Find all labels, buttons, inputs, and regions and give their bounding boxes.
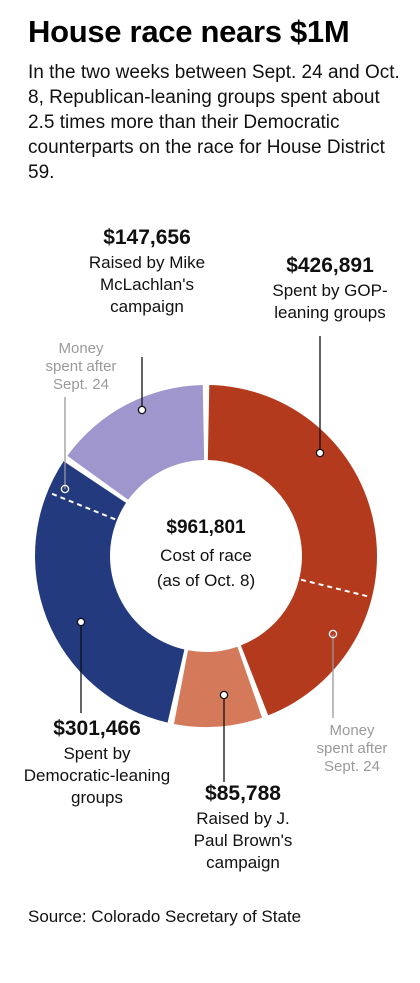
label-gop-text: Spent by GOP-leaning groups <box>272 281 388 322</box>
leader-dot-note-left <box>60 484 70 494</box>
slice-mclachlan <box>67 385 205 500</box>
label-brown-text: Raised by J. Paul Brown's campaign <box>193 809 293 872</box>
label-brown-amount: $85,788 <box>205 782 281 805</box>
label-mclachlan-amount: $147,656 <box>103 226 191 249</box>
headline: House race nears $1M <box>28 14 350 49</box>
source-note: Source: Colorado Secretary of State <box>28 907 302 926</box>
leader-dot-dem <box>76 617 86 627</box>
label-mclachlan: $147,656 Raised by Mike McLachlan's camp… <box>72 224 222 318</box>
center-label-line1: Cost of race <box>160 546 252 565</box>
leader-dot-brown <box>219 690 229 700</box>
center-amount: $961,801 <box>166 517 246 538</box>
note-left: Money spent after Sept. 24 <box>45 340 117 393</box>
label-dem: $301,466 Spent by Democratic-leaning gro… <box>22 715 172 809</box>
label-mclachlan-text: Raised by Mike McLachlan's campaign <box>88 253 206 316</box>
note-right: Money spent after Sept. 24 <box>316 722 388 775</box>
label-gop-amount: $426,891 <box>286 254 374 277</box>
label-dem-text: Spent by Democratic-leaning groups <box>23 744 171 807</box>
divider-gop <box>300 578 371 598</box>
label-gop: $426,891 Spent by GOP-leaning groups <box>255 252 405 324</box>
leader-dot-mclachlan <box>137 405 147 415</box>
leader-dot-note-right <box>328 629 338 639</box>
intro-text: In the two weeks between Sept. 24 and Oc… <box>28 62 400 183</box>
slice-dem <box>34 461 185 723</box>
slice-gop <box>207 385 378 716</box>
label-brown: $85,788 Raised by J. Paul Brown's campai… <box>178 780 308 874</box>
label-dem-amount: $301,466 <box>53 717 141 740</box>
leader-dot-gop <box>315 448 325 458</box>
center-label-line2: (as of Oct. 8) <box>157 571 255 590</box>
slice-brown <box>173 646 262 727</box>
divider-dem <box>48 491 116 521</box>
